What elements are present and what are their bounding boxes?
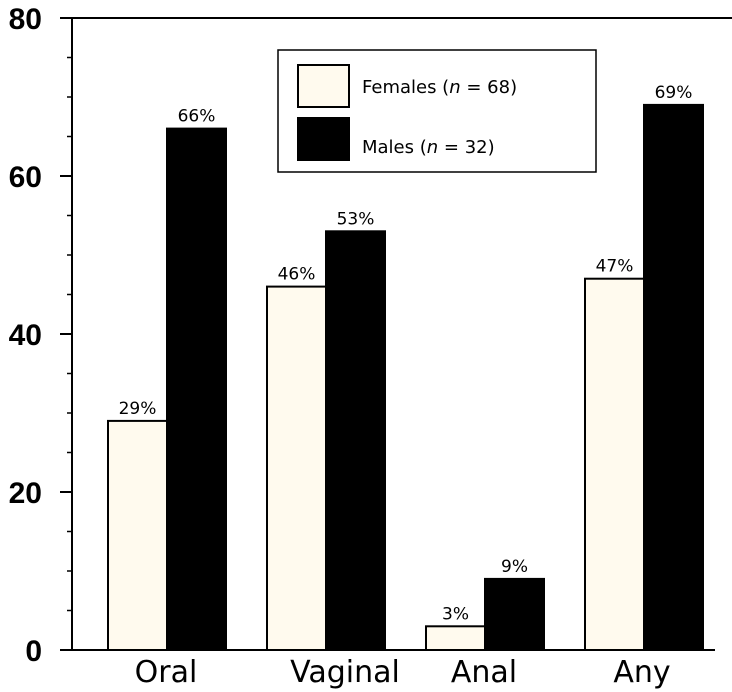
legend-label-females: Females (n = 68) [362, 77, 517, 98]
x-category-label: Any [613, 655, 670, 690]
y-tick-label: 80 [9, 3, 42, 36]
bar-males-oral [166, 127, 227, 652]
legend-swatch-females [297, 64, 350, 108]
bar-females-vaginal [266, 285, 327, 651]
bar-males-vaginal [325, 230, 386, 652]
x-category-label: Vaginal [290, 655, 400, 690]
bar-females-anal [425, 625, 486, 651]
x-category-label: Oral [135, 655, 198, 690]
y-tick-label: 40 [9, 319, 42, 352]
data-label: 47% [596, 257, 634, 277]
data-label: 53% [337, 209, 375, 229]
legend: Females (n = 68) Males (n = 32) [277, 49, 597, 173]
data-label: 9% [501, 557, 528, 577]
data-label: 29% [119, 399, 157, 419]
legend-swatch-males [297, 117, 350, 161]
x-category-label: Anal [451, 655, 517, 690]
data-label: 69% [655, 83, 693, 103]
bar-females-any [584, 277, 645, 651]
bar-males-any [643, 103, 704, 651]
data-label: 3% [442, 604, 469, 624]
data-label: 66% [178, 107, 216, 127]
bar-males-anal [484, 577, 545, 652]
y-tick-label: 0 [25, 635, 42, 668]
y-tick-label: 20 [9, 477, 42, 510]
data-label: 46% [278, 265, 316, 285]
legend-label-males: Males (n = 32) [362, 137, 495, 158]
y-axis-ticks: 0 20 40 60 80 [9, 3, 72, 668]
y-tick-label: 60 [9, 161, 42, 194]
bars: 29% 66% 46% 53% 3% 9% 47% 69% [107, 83, 704, 652]
bar-females-oral [107, 419, 168, 651]
x-category-labels: Oral Vaginal Anal Any [135, 655, 671, 690]
